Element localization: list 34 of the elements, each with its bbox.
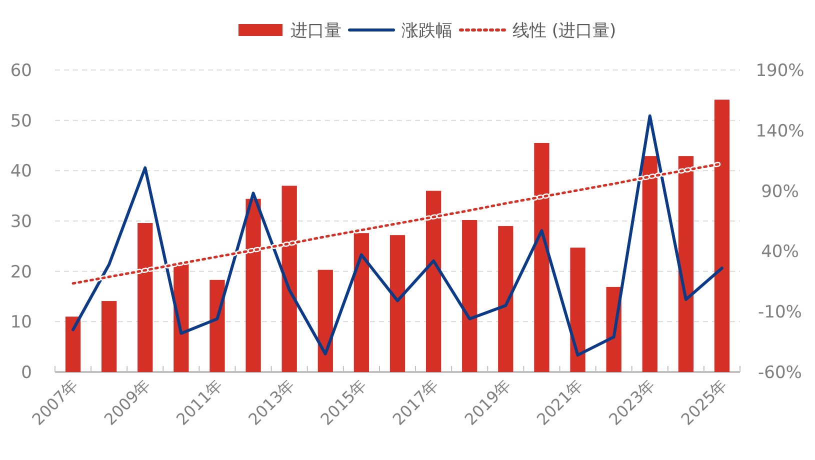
bar: [174, 264, 189, 372]
y2-tick-label: -60%: [758, 363, 802, 383]
bar: [570, 248, 586, 372]
bar: [642, 156, 658, 372]
legend-label: 涨跌幅: [402, 21, 452, 41]
bar: [246, 198, 261, 372]
y-tick-label: 0: [21, 363, 32, 383]
y2-tick-label: 90%: [761, 182, 799, 202]
bar: [102, 301, 117, 372]
bar: [426, 190, 442, 372]
bar: [462, 220, 478, 372]
y2-tick-label: 140%: [756, 121, 804, 142]
bar: [65, 316, 81, 372]
bar: [678, 156, 694, 372]
bar: [210, 280, 225, 372]
bar: [138, 223, 153, 372]
legend-label: 线性 (进口量): [512, 21, 616, 41]
bar: [534, 142, 550, 372]
y-tick-label: 50: [10, 111, 32, 132]
legend-label: 进口量: [290, 21, 342, 41]
bar: [318, 270, 333, 372]
y-tick-label: 10: [10, 312, 32, 333]
bar: [498, 226, 514, 372]
y2-tick-label: 40%: [761, 242, 799, 262]
bar: [714, 100, 730, 372]
bar: [354, 233, 370, 372]
bar: [282, 186, 297, 372]
y-tick-label: 40: [10, 162, 32, 182]
y-tick-label: 60: [10, 61, 32, 81]
y2-tick-label: -10%: [758, 302, 802, 323]
y-tick-label: 30: [10, 212, 32, 232]
y-tick-label: 20: [10, 262, 32, 282]
bar: [390, 235, 406, 372]
y2-tick-label: 190%: [756, 61, 804, 81]
